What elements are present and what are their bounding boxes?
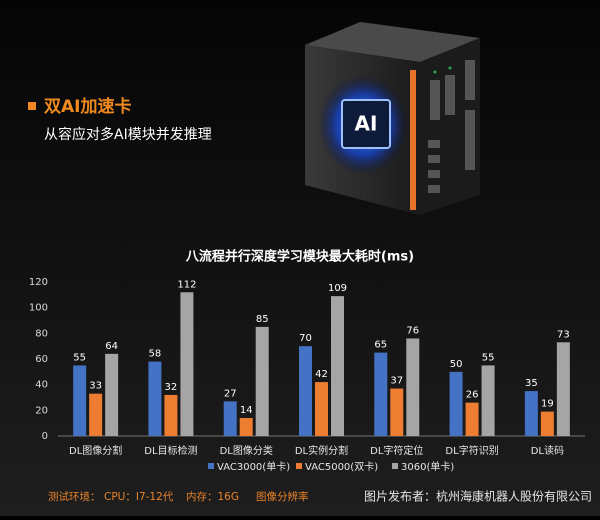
value-label: 76 [406, 325, 419, 336]
footer: 测试环境： CPU：I7-12代 内存：16G 图像分辨率 [48, 490, 309, 503]
value-label: 27 [224, 388, 237, 399]
legend-swatch [208, 463, 214, 469]
value-label: 65 [374, 340, 387, 351]
y-tick-label: 120 [29, 277, 48, 288]
footer-cpu: CPU：I7-12代 [104, 491, 174, 503]
y-tick-label: 40 [35, 380, 48, 391]
value-label: 50 [450, 359, 463, 370]
value-label: 58 [149, 349, 162, 360]
value-label: 70 [299, 333, 312, 344]
header-subtitle: 从容应对多AI模块并发推理 [44, 126, 212, 143]
x-tick-label: DL字符定位 [370, 444, 423, 457]
bar [315, 382, 328, 436]
bar [449, 371, 463, 436]
bar [299, 346, 312, 436]
plot-area: 0 20 40 60 80 100 120 DL图像分割 55 33 64 DL目标检测 58 32 112… [29, 277, 585, 473]
value-label: 55 [73, 352, 86, 363]
bar [255, 326, 269, 436]
bar [223, 401, 237, 436]
product-image: AI [305, 22, 480, 215]
y-tick-label: 80 [35, 328, 48, 339]
value-label: 37 [390, 376, 403, 387]
value-label: 32 [165, 382, 178, 393]
bar [374, 352, 388, 436]
chip-label: AI [355, 112, 378, 136]
bar [556, 342, 570, 436]
chart-title: 八流程并行深度学习模块最大耗时(ms) [185, 249, 414, 265]
watermark: 图片发布者：杭州海康机器人股份有限公司 [364, 489, 592, 504]
x-tick-label: DL读码 [531, 444, 564, 457]
legend-swatch [296, 463, 302, 469]
x-tick-label: DL字符识别 [445, 444, 498, 457]
x-tick-label: DL目标检测 [144, 444, 197, 457]
y-tick-label: 20 [35, 405, 48, 416]
legend-label: VAC3000(单卡) [217, 460, 290, 473]
value-label: 35 [525, 378, 538, 389]
value-label: 112 [177, 279, 196, 290]
footer-memory: 内存：16G [186, 490, 239, 503]
value-label: 73 [557, 329, 570, 340]
value-label: 64 [105, 341, 118, 352]
bar [105, 353, 119, 436]
header-title: 双AI加速卡 [44, 96, 131, 117]
title-bullet [28, 102, 36, 110]
bar [390, 388, 404, 436]
bar [481, 365, 495, 436]
value-label: 26 [466, 390, 479, 401]
bar [180, 292, 194, 436]
y-tick-label: 100 [29, 303, 48, 314]
x-tick-label: DL图像分割 [69, 444, 122, 457]
bar [406, 338, 420, 436]
footer-label: 测试环境： [48, 490, 101, 503]
bar [89, 393, 103, 436]
bar [524, 391, 538, 436]
value-label: 85 [256, 314, 269, 325]
y-tick-label: 0 [42, 431, 48, 442]
bar [331, 296, 344, 436]
x-tick-label: DL图像分类 [220, 444, 273, 457]
value-label: 109 [328, 283, 347, 294]
legend-label: VAC5000(双卡) [305, 460, 378, 473]
x-tick-label: DL实例分割 [295, 444, 348, 457]
y-tick-label: 60 [35, 354, 48, 365]
bar [73, 365, 87, 436]
value-label: 55 [482, 352, 495, 363]
bar [239, 418, 253, 436]
legend-label: 3060(单卡) [401, 460, 454, 473]
footer-resolution: 图像分辨率 [256, 490, 309, 503]
bar [465, 402, 479, 436]
value-label: 42 [315, 369, 328, 380]
legend-swatch [392, 463, 398, 469]
value-label: 19 [541, 399, 554, 410]
bar [164, 394, 178, 436]
bar [540, 411, 554, 436]
value-label: 14 [240, 405, 253, 416]
bar [148, 361, 162, 436]
value-label: 33 [89, 381, 102, 392]
